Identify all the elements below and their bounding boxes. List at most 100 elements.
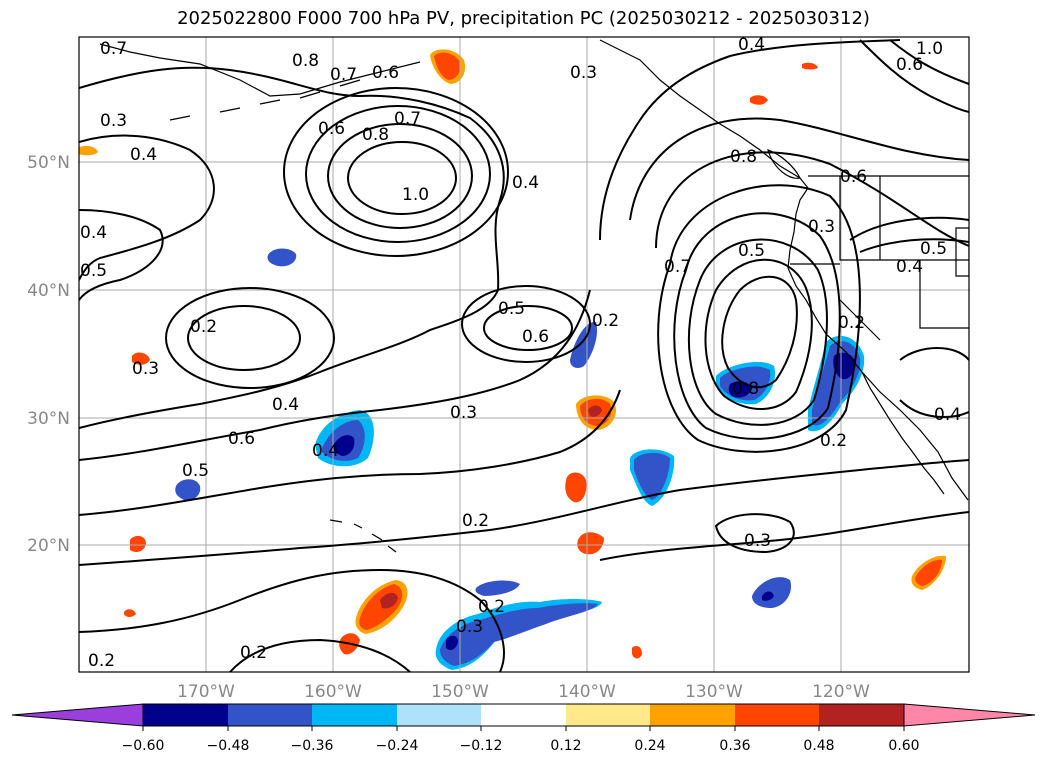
pv-contour-line bbox=[687, 238, 828, 426]
contour-label: 1.0 bbox=[402, 185, 429, 205]
lat-tick-label: 30°N bbox=[27, 409, 70, 429]
colorbar-segment bbox=[566, 704, 650, 726]
precip-positive-area bbox=[124, 609, 136, 617]
colorbar-extend-max bbox=[903, 703, 1036, 727]
contour-label: 0.6 bbox=[840, 167, 867, 187]
pv-contour-line bbox=[673, 212, 841, 440]
pv-contour-line bbox=[483, 305, 573, 351]
pv-contour-line bbox=[859, 39, 969, 113]
lon-tick-label: 160°W bbox=[304, 682, 362, 702]
pv-contour-line bbox=[849, 216, 969, 253]
precip-positive-area bbox=[380, 592, 398, 609]
pv-contour-line bbox=[721, 275, 798, 389]
map-panel: 0.7 0.8 0.7 0.6 0.3 0.4 0.6 0.8 0.7 1.0 … bbox=[79, 35, 969, 672]
north-america-west-coast bbox=[787, 177, 969, 501]
longitude-labels: 170°W 160°W 150°W 140°W 130°W 120°W bbox=[177, 682, 870, 702]
contour-label: 0.3 bbox=[450, 403, 477, 423]
pv-contour-line bbox=[79, 289, 591, 461]
pv-contour-line bbox=[327, 123, 473, 229]
contour-label: 0.2 bbox=[190, 317, 217, 337]
precip-negative-area bbox=[333, 435, 355, 456]
contour-label: 1.0 bbox=[916, 39, 943, 59]
pv-contour-line bbox=[655, 151, 969, 249]
precip-negative-area bbox=[175, 479, 201, 501]
pv-contour-line bbox=[79, 459, 969, 566]
pv-contour-line bbox=[599, 511, 969, 561]
colorbar-tick-label: −0.12 bbox=[460, 738, 503, 754]
pv-contour-line bbox=[229, 638, 411, 672]
colorbar-segment bbox=[312, 704, 397, 726]
vancouver-island bbox=[767, 149, 801, 179]
contour-label: 0.7 bbox=[394, 109, 421, 129]
pv-contour-line bbox=[283, 87, 509, 257]
pv-contour-line bbox=[79, 134, 215, 281]
hawaii-islands bbox=[329, 519, 397, 553]
precip-positive-area bbox=[577, 532, 604, 555]
colorbar-segment bbox=[481, 704, 566, 726]
colorbar-tick-label: 0.48 bbox=[803, 738, 834, 754]
precipitation-shading bbox=[79, 49, 946, 670]
contour-label: 0.4 bbox=[272, 395, 299, 415]
contour-label: 0.2 bbox=[820, 431, 847, 451]
colorbar-segment bbox=[143, 704, 228, 726]
colorbar-extend-min bbox=[11, 703, 144, 727]
contour-label: 0.2 bbox=[592, 311, 619, 331]
pv-contour-line bbox=[79, 568, 505, 672]
contour-label: 0.2 bbox=[478, 597, 505, 617]
baja-california bbox=[861, 371, 945, 495]
precip-positive-area bbox=[130, 535, 146, 552]
colorbar-tick-label: −0.60 bbox=[122, 738, 165, 754]
pv-contour-line bbox=[79, 66, 505, 429]
contour-label: 0.5 bbox=[738, 241, 765, 261]
colorbar-segment bbox=[819, 704, 904, 726]
contour-label: 0.7 bbox=[330, 65, 357, 85]
alaska-coastline bbox=[99, 39, 801, 179]
contour-label: 0.4 bbox=[512, 173, 539, 193]
contour-label: 0.8 bbox=[292, 51, 319, 71]
pv-contour-line bbox=[79, 209, 164, 301]
contour-label: 0.6 bbox=[318, 119, 345, 139]
precip-negative-area bbox=[475, 580, 520, 596]
lat-tick-label: 40°N bbox=[27, 281, 70, 301]
colorbar-segment bbox=[650, 704, 735, 726]
precip-negative-area bbox=[762, 591, 774, 601]
colorbar-segment bbox=[228, 704, 312, 726]
pv-contour-line bbox=[657, 184, 861, 453]
pv-contour-line bbox=[187, 305, 301, 371]
pv-contour-line bbox=[629, 117, 969, 221]
contour-label: 0.2 bbox=[240, 643, 267, 663]
colorbar-tick-label: 0.24 bbox=[634, 738, 665, 754]
contour-label: 0.5 bbox=[498, 299, 525, 319]
contour-label: 0.3 bbox=[132, 359, 159, 379]
precip-negative-area bbox=[634, 452, 670, 500]
lat-tick-label: 20°N bbox=[27, 536, 70, 556]
lon-tick-label: 130°W bbox=[685, 682, 743, 702]
aleutian-islands bbox=[169, 79, 361, 121]
pv-contour-line bbox=[347, 141, 457, 215]
colorbar-tick-label: 0.60 bbox=[888, 738, 919, 754]
contour-label: 0.5 bbox=[80, 261, 107, 281]
precip-positive-area bbox=[802, 62, 818, 70]
contour-label: 0.4 bbox=[934, 405, 961, 425]
contour-label: 0.2 bbox=[838, 313, 865, 333]
contour-label: 0.3 bbox=[744, 531, 771, 551]
contour-label: 0.6 bbox=[896, 55, 923, 75]
pv-contour-line bbox=[599, 39, 901, 241]
contour-label: 0.4 bbox=[738, 35, 765, 55]
precip-positive-area bbox=[632, 646, 642, 659]
lon-tick-label: 140°W bbox=[558, 682, 616, 702]
contour-label: 0.5 bbox=[182, 461, 209, 481]
contour-label: 0.8 bbox=[732, 379, 759, 399]
contour-label: 0.3 bbox=[100, 111, 127, 131]
precip-positive-area bbox=[132, 352, 150, 365]
precip-positive-area bbox=[915, 559, 942, 586]
lon-tick-label: 120°W bbox=[812, 682, 870, 702]
pv-contour-line bbox=[165, 287, 335, 389]
colorbar: −0.60 −0.48 −0.36 −0.24 −0.12 0.12 0.24 … bbox=[11, 703, 1036, 754]
contour-label: 0.3 bbox=[808, 217, 835, 237]
precip-positive-area bbox=[565, 472, 587, 503]
precip-negative-area bbox=[446, 635, 458, 650]
pv-contours bbox=[79, 39, 969, 672]
precip-positive-area bbox=[750, 95, 768, 105]
